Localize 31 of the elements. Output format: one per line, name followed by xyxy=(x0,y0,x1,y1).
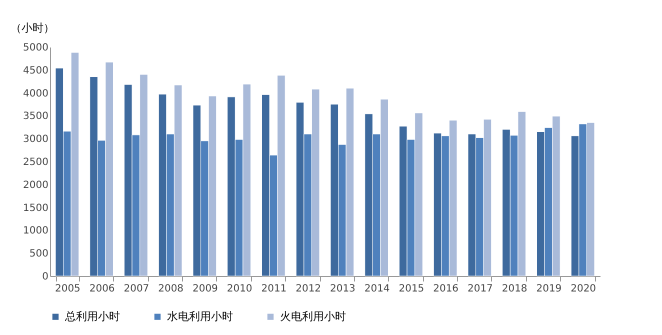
x-tick-label: 2009 xyxy=(192,284,218,294)
y-tick-label: 3500 xyxy=(23,111,48,122)
legend-label: 总利用小时 xyxy=(64,310,120,323)
y-tick-label: 5000 xyxy=(23,42,48,54)
x-tick-label: 2015 xyxy=(398,284,424,294)
x-tick-label: 2008 xyxy=(158,284,184,294)
y-tick-label: 1500 xyxy=(23,202,48,214)
x-tick-label: 2012 xyxy=(296,284,322,294)
y-tick-label: 0 xyxy=(42,272,48,282)
x-tick-label: 2018 xyxy=(502,284,528,294)
x-tick-label: 2007 xyxy=(124,284,150,294)
x-tick-label: 2005 xyxy=(54,284,80,294)
y-tick-label: 1000 xyxy=(23,226,48,237)
legend-label: 水电利用小时 xyxy=(167,310,233,323)
y-tick-label: 3000 xyxy=(23,134,48,146)
x-tick-label: 2019 xyxy=(536,284,562,294)
y-axis-title: （小时） xyxy=(10,22,54,34)
y-tick-label: 500 xyxy=(29,248,48,260)
x-tick-label: 2006 xyxy=(89,284,115,294)
x-tick-label: 2017 xyxy=(467,284,493,294)
y-tick-label: 2000 xyxy=(23,180,48,191)
x-tick-label: 2014 xyxy=(364,284,390,294)
x-tick-label: 2013 xyxy=(330,284,356,294)
x-tick-label: 2016 xyxy=(433,284,459,294)
y-tick-label: 2500 xyxy=(23,157,48,168)
legend-label: 火电利用小时 xyxy=(280,310,346,323)
y-tick-label: 4500 xyxy=(23,65,48,76)
x-tick-label: 2010 xyxy=(226,284,252,294)
y-tick-label: 4000 xyxy=(23,88,48,100)
x-tick-label: 2020 xyxy=(570,284,596,294)
x-tick-label: 2011 xyxy=(261,284,287,294)
